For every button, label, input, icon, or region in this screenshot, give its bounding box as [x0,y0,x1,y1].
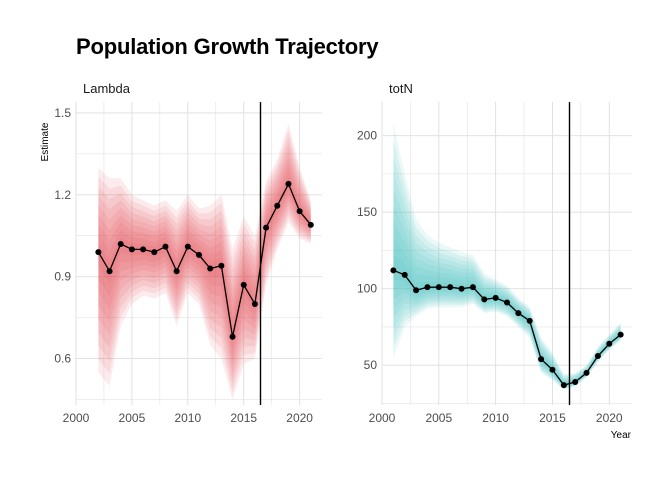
lambda-y-tick-label: 1.2 [54,188,71,202]
totn-data-point [572,379,579,386]
lambda-data-point [207,265,214,272]
totn-data-point [606,340,613,347]
lambda-data-point [173,268,180,275]
lambda-y-tick-label: 0.9 [54,270,71,284]
lambda-data-point [263,224,270,231]
lambda-data-point [128,246,135,253]
totn-data-point [401,271,408,278]
totn-x-tick-label: 2010 [482,411,509,425]
totn-data-point [560,382,567,389]
totn-data-point [526,317,533,324]
totn-facet-label: totN [389,81,413,96]
lambda-data-point [196,251,202,258]
totn-data-point [469,284,476,291]
totn-data-point [458,285,465,292]
lambda-data-point [274,202,281,209]
totn-data-point [538,356,545,363]
y-axis-label: Estimate [40,122,51,161]
lambda-ribbon [98,170,311,351]
lambda-data-point [307,221,314,228]
totn-ribbon [393,123,621,390]
lambda-y-tick-label: 0.6 [54,352,71,366]
lambda-x-tick-label: 2020 [286,411,313,425]
lambda-data-point [162,243,169,250]
lambda-data-point [296,208,303,215]
totn-ribbon [393,205,621,388]
lambda-data-point [184,243,191,250]
totn-ribbon [393,172,621,389]
lambda-data-point [151,249,158,256]
lambda-data-point [218,262,225,269]
totn-data-point [447,284,454,291]
totn-data-point [390,267,397,274]
chart-title: Population Growth Trajectory [76,34,379,59]
lambda-x-tick-label: 2000 [63,411,90,425]
lambda-data-point [229,333,236,340]
totn-data-point [583,369,590,376]
totn-data-point [435,284,442,291]
lambda-data-point [95,249,102,256]
lambda-data-point [285,180,292,187]
lambda-data-point [106,268,113,275]
lambda-x-tick-label: 2010 [174,411,201,425]
totn-y-tick-label: 150 [357,205,377,219]
totn-x-tick-label: 2005 [425,411,452,425]
totn-y-tick-label: 200 [357,129,377,143]
totn-x-tick-label: 2000 [369,411,396,425]
lambda-y-tick-label: 1.5 [54,106,71,120]
totn-x-tick-label: 2015 [539,411,566,425]
totn-ribbon [393,156,621,389]
totn-data-point [594,353,601,360]
totn-ribbon [393,139,621,390]
lambda-data-point [251,301,258,307]
x-axis-label: Year [611,430,632,441]
totn-y-tick-label: 100 [357,282,377,296]
totn-data-point [413,287,420,294]
lambda-data-point [140,246,147,253]
totn-data-point [424,284,431,291]
lambda-x-tick-label: 2015 [230,411,257,425]
lambda-data-point [117,240,124,247]
totn-x-tick-label: 2020 [596,411,623,425]
totn-y-tick-label: 50 [364,358,378,372]
totn-data-point [492,294,499,301]
lambda-data-point [240,281,247,288]
totn-data-point [515,310,522,317]
totn-data-point [549,366,556,373]
totn-data-point [617,331,624,338]
lambda-ribbon [98,177,311,344]
lambda-facet-label: Lambda [83,81,131,96]
totn-data-point [504,299,510,306]
totn-data-point [481,296,488,303]
lambda-x-tick-label: 2005 [119,411,146,425]
